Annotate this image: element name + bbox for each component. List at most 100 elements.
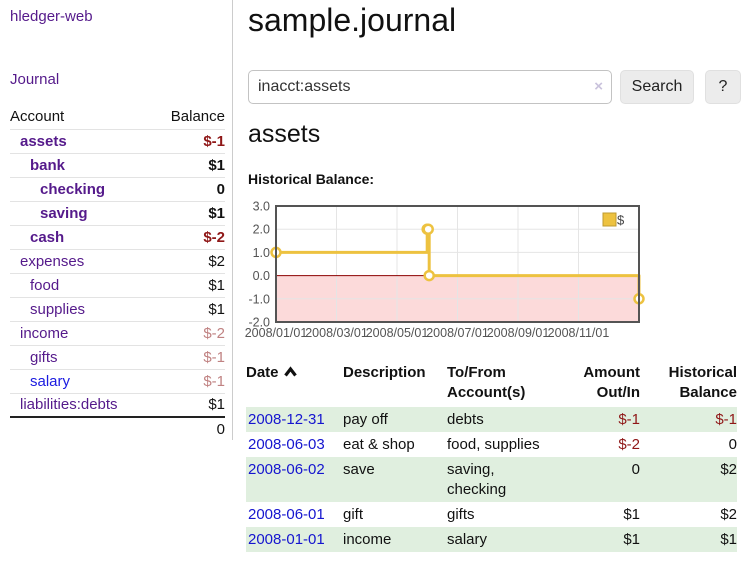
header-label: Amount Out/In [583,364,640,401]
register-date-link[interactable]: 2008-06-03 [248,435,325,453]
account-balance: $1 [208,396,225,414]
account-name-cell: gifts [10,344,153,369]
account-link[interactable]: expenses [20,252,85,270]
register-row: 2008-12-31 pay off debts $-1 $-1 [246,407,737,432]
account-link[interactable]: salary [30,372,71,390]
register-header-date[interactable]: Date [246,363,343,407]
account-name-cell: saving [10,200,153,225]
account-balance-cell: $-2 [152,320,225,345]
register-description-cell: eat & shop [343,435,415,453]
account-balance-cell: $-1 [152,344,225,369]
account-row: gifts $-1 [10,344,225,369]
search-bar: × Search ? [248,70,742,104]
account-link[interactable]: saving [40,204,88,222]
register-account-heading: assets [248,120,321,148]
account-row: cash $-2 [10,224,225,249]
account-row: expenses $2 [10,248,225,273]
clear-search-icon[interactable]: × [594,78,603,95]
register-balance-cell: $1 [720,530,737,548]
register-description-cell: pay off [343,410,388,428]
account-row: salary $-1 [10,368,225,393]
x-tick-label: 2008/11/01 [548,326,610,340]
register-header-amount-out-in: Amount Out/In [557,363,640,407]
register-description-cell: save [343,460,375,478]
search-input[interactable] [248,70,612,104]
header-label: Description [343,364,426,381]
x-tick-label: 2008/09/01 [487,326,550,340]
accounts-table: Account Balance assets $-1 bank $1 checking 0… [10,105,225,441]
register-amount-cell: $1 [623,530,640,548]
x-tick-label: 2008/07/01 [426,326,489,340]
register-header-row: Date Description To/From Account(s) Amount … [246,363,737,407]
y-tick-label: 3.0 [253,200,270,214]
brand-link[interactable]: hledger-web [10,8,93,25]
register-row: 2008-06-01 gift gifts $1 $2 [246,502,737,527]
accounts-header-account: Account [10,108,65,126]
account-link[interactable]: liabilities:debts [20,396,118,414]
legend-swatch [602,212,617,227]
header-label: To/From Account(s) [447,364,526,401]
register-header-to-from-account-s-: To/From Account(s) [447,363,557,407]
register-accounts-cell: saving, checking [447,460,507,498]
register-date-link[interactable]: 2008-01-01 [248,530,325,548]
register-date-cell: 2008-06-03 [246,432,343,457]
register-date-cell: 2008-06-02 [246,457,343,502]
register-balance-cell: $2 [720,505,737,523]
register-date-link[interactable]: 2008-06-02 [248,460,325,478]
account-balance: $-1 [203,348,225,366]
register-date-link[interactable]: 2008-06-01 [248,505,325,523]
register-row: 2008-01-01 income salary $1 $1 [246,527,737,552]
sort-asc-icon [283,366,297,377]
account-link[interactable]: assets [20,132,67,150]
register-table: Date Description To/From Account(s) Amount … [246,363,737,552]
sidebar-item-journal[interactable]: Journal [10,71,60,88]
account-name-cell: checking [10,176,153,201]
account-row: saving $1 [10,200,225,225]
account-link[interactable]: bank [30,156,66,174]
account-balance-cell: $2 [152,248,225,273]
header-label: Historical Balance [668,364,737,401]
account-row: income $-2 [10,320,225,345]
y-tick-label: 2.0 [253,223,270,237]
x-tick-label: 2008/01/01 [245,326,308,340]
register-amount-cell: $1 [623,505,640,523]
y-tick-label: -1.0 [248,292,270,306]
account-balance-cell: $-1 [152,368,225,393]
search-button[interactable]: Search [620,70,694,104]
account-balance-cell: $-1 [152,128,225,153]
register-date-cell: 2008-06-01 [246,502,343,527]
account-balance: $2 [208,252,225,270]
account-balance: $1 [208,276,225,294]
account-balance-cell: $1 [152,200,225,225]
register-amount-cell: 0 [631,460,640,478]
account-balance-cell: $1 [152,152,225,177]
account-balance-cell: 0 [152,176,225,201]
register-amount-cell: $-2 [618,435,640,453]
y-tick-label: 1.0 [253,246,270,260]
account-balance: $1 [208,156,225,174]
account-name-cell: salary [10,368,153,393]
account-balance: $-1 [203,372,225,390]
account-link[interactable]: food [30,276,60,294]
account-row: checking 0 [10,176,225,201]
account-link[interactable]: checking [40,180,106,198]
account-link[interactable]: supplies [30,300,86,318]
register-header-historical-balance: Historical Balance [640,363,737,407]
account-balance: $1 [208,300,225,318]
register-date-link[interactable]: 2008-12-31 [248,410,325,428]
account-row: bank $1 [10,152,225,177]
y-tick-label: -2.0 [248,316,270,330]
sidebar: hledger-web Journal Account Balance asse… [0,0,233,441]
account-link[interactable]: gifts [30,348,58,366]
register-row: 2008-06-02 save saving, checking 0 $2 [246,457,737,502]
account-link[interactable]: income [20,324,69,342]
account-balance-cell: $-2 [152,224,225,249]
account-row: liabilities:debts $1 [10,392,225,417]
account-row: supplies $1 [10,296,225,321]
help-button[interactable]: ? [705,70,741,104]
account-balance-cell: $1 [152,392,225,417]
accounts-total-spacer [10,416,153,441]
register-date-cell: 2008-01-01 [246,527,343,552]
register-amount-cell: $-1 [618,410,640,428]
account-link[interactable]: cash [30,228,65,246]
